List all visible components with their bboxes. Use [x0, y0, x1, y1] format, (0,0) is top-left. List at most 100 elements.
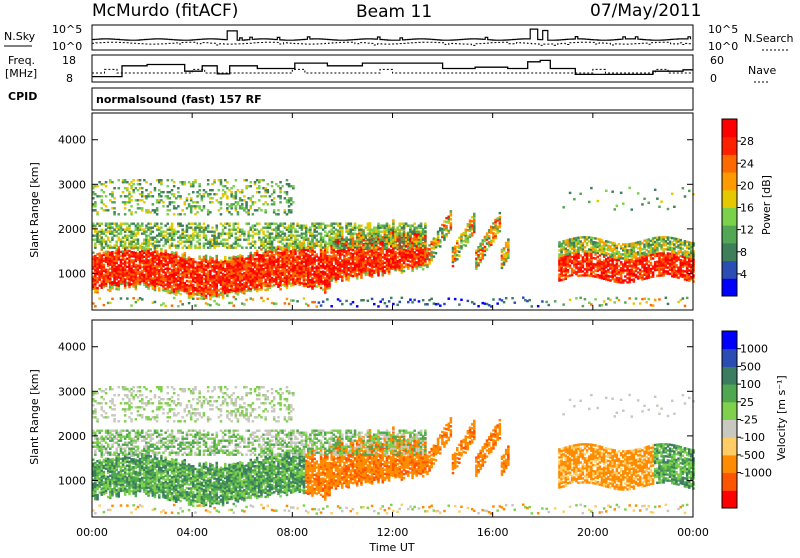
- radar-cell: [392, 245, 395, 247]
- radar-cell: [416, 241, 419, 243]
- radar-cell: [205, 235, 208, 237]
- radar-cell: [313, 251, 316, 253]
- nave-tick-bottom: 0: [710, 72, 717, 85]
- radar-cell: [439, 305, 442, 307]
- radar-cell: [124, 223, 127, 225]
- radar-cell: [258, 185, 261, 187]
- radar-cell: [124, 213, 127, 215]
- radar-cell: [326, 298, 329, 300]
- radar-cell: [422, 243, 425, 245]
- radar-cell: [267, 247, 270, 249]
- radar-cell: [228, 257, 231, 259]
- radar-cell: [273, 201, 276, 203]
- radar-cell: [207, 225, 210, 227]
- radar-cell: [177, 280, 180, 282]
- radar-cell: [254, 241, 257, 243]
- radar-cell: [184, 181, 187, 183]
- radar-cell: [237, 255, 240, 257]
- radar-cell: [124, 284, 127, 286]
- radar-cell: [426, 303, 429, 305]
- radar-cell: [571, 260, 574, 262]
- radar-cell: [416, 253, 419, 255]
- radar-cell: [162, 245, 165, 247]
- radar-cell: [228, 302, 231, 304]
- radar-cell: [326, 247, 329, 249]
- radar-cell: [103, 231, 106, 233]
- radar-cell: [237, 243, 240, 245]
- radar-cell: [252, 235, 255, 237]
- radar-cell: [407, 264, 410, 266]
- radar-cell: [237, 227, 240, 229]
- radar-cell: [286, 298, 289, 300]
- radar-cell: [292, 201, 295, 203]
- radar-cell: [196, 211, 199, 213]
- radar-cell: [258, 223, 261, 225]
- radar-cell: [258, 191, 261, 193]
- radar-cell: [318, 257, 321, 259]
- radar-cell: [132, 251, 135, 253]
- radar-cell: [467, 223, 470, 225]
- radar-cell: [333, 237, 336, 239]
- radar-cell: [258, 231, 261, 233]
- radar-cell: [386, 305, 389, 307]
- radar-cell: [94, 209, 97, 211]
- radar-cell: [490, 240, 493, 242]
- radar-cell: [279, 181, 282, 183]
- radar-cell: [222, 229, 225, 231]
- radar-cell: [484, 254, 487, 256]
- radar-cell: [430, 241, 433, 243]
- radar-cell: [452, 247, 455, 249]
- radar-cell: [341, 239, 344, 241]
- radar-cell: [252, 241, 255, 243]
- radar-cell: [290, 209, 293, 211]
- radar-cell: [94, 225, 97, 227]
- radar-cell: [130, 211, 133, 213]
- radar-cell: [184, 252, 187, 254]
- radar-cell: [416, 263, 419, 265]
- radar-cell: [273, 284, 276, 286]
- radar-cell: [139, 199, 142, 201]
- freq-label-line2: [MHz]: [5, 67, 37, 80]
- radar-cell: [198, 243, 201, 245]
- radar-cell: [362, 243, 365, 245]
- radar-cell: [333, 227, 336, 229]
- radar-cell: [228, 223, 231, 225]
- radar-cell: [211, 201, 214, 203]
- radar-cell: [162, 201, 165, 203]
- radar-cell: [413, 223, 416, 225]
- radar-cell: [177, 305, 180, 307]
- radar-cell: [258, 247, 261, 249]
- radar-cell: [207, 260, 210, 262]
- radar-cell: [132, 231, 135, 233]
- radar-cell: [333, 265, 336, 267]
- radar-cell: [482, 257, 485, 259]
- radar-cell: [526, 300, 529, 302]
- radar-cell: [237, 283, 240, 285]
- radar-cell: [473, 223, 476, 225]
- radar-cell: [154, 237, 157, 239]
- radar-cell: [113, 187, 116, 189]
- radar-cell: [258, 254, 261, 256]
- radar-cell: [439, 245, 442, 247]
- radar-cell: [230, 213, 233, 215]
- radar-cell: [407, 225, 410, 227]
- radar-cell: [213, 231, 216, 233]
- radar-cell: [218, 189, 221, 191]
- radar-cell: [160, 195, 163, 197]
- radar-cell: [311, 277, 314, 279]
- radar-cell: [267, 241, 270, 243]
- radar-cell: [305, 225, 308, 227]
- radar-cell: [296, 223, 299, 225]
- radar-cell: [452, 265, 455, 267]
- radar-cell: [445, 225, 448, 227]
- radar-cell: [254, 247, 257, 249]
- radar-cell: [388, 225, 391, 227]
- freq-tick-top: 18: [62, 54, 76, 67]
- radar-cell: [137, 203, 140, 205]
- radar-cell: [267, 223, 270, 225]
- radar-cell: [103, 274, 106, 276]
- radar-cell: [198, 193, 201, 195]
- radar-cell: [267, 258, 270, 260]
- radar-cell: [347, 257, 350, 259]
- radar-cell: [113, 207, 116, 209]
